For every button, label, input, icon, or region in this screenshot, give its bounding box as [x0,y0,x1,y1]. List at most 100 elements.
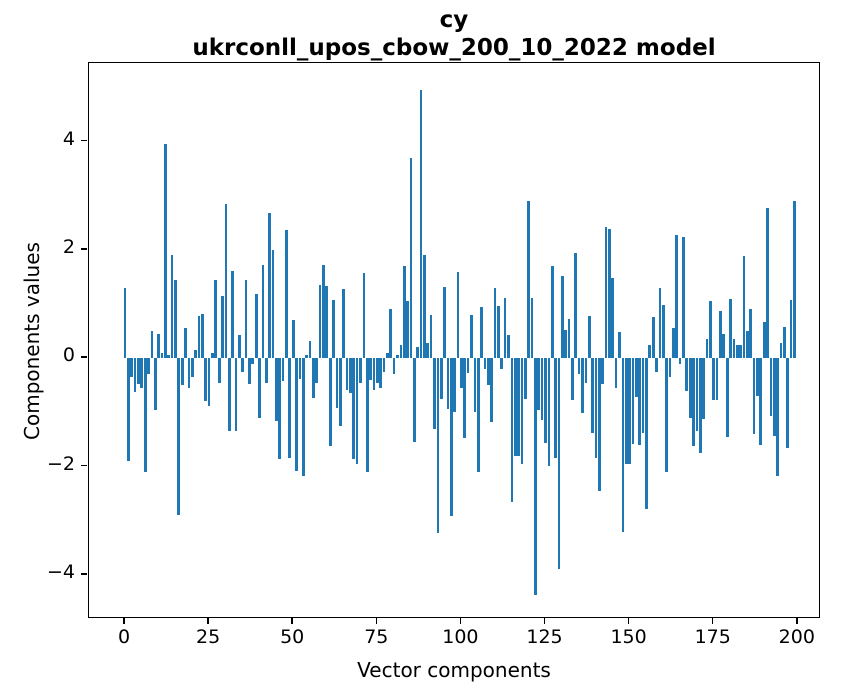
bar [648,344,652,359]
bar [399,344,403,359]
x-tick-label: 200 [778,626,815,648]
bar [278,358,282,460]
bar [392,358,396,375]
bar [719,310,722,359]
x-tick-mark [543,618,546,624]
bar [312,358,315,399]
bar [429,314,433,359]
bar [534,358,537,595]
x-tick-label: 100 [442,626,479,648]
bar [735,344,739,359]
bar [248,358,251,385]
bar [490,358,494,422]
bar [732,339,736,359]
bar [594,358,598,459]
bar [301,358,305,477]
bar [285,229,288,359]
bar [261,265,265,359]
x-tick-mark [291,618,293,624]
bar [402,266,406,359]
bar [197,316,201,359]
x-tick-label: 75 [364,626,389,648]
bar [174,279,177,359]
x-tick-mark [207,618,209,624]
bar [604,227,608,359]
bar [544,358,547,443]
bar [295,358,298,471]
y-tick-label: 2 [62,235,75,258]
bar [143,358,147,472]
x-tick-label: 0 [117,626,131,648]
bar [412,358,416,443]
bar [254,294,258,359]
bar [264,358,268,383]
bar [419,90,423,359]
y-tick-label: −2 [46,452,75,475]
bar [157,333,160,359]
bar [601,358,605,385]
bar [137,358,140,385]
bar [503,297,507,359]
bar [386,352,389,359]
bar [709,301,712,359]
bar [742,256,746,359]
bar [291,320,295,359]
bar [130,358,134,378]
bar [789,299,793,359]
bar [527,200,531,359]
bar [793,201,796,359]
bar [550,265,554,359]
bar [685,358,689,391]
bar [379,358,382,388]
bar [409,157,413,359]
bar [523,358,527,399]
bar [641,358,645,433]
bar [645,358,648,509]
bar [776,358,779,476]
bar [638,358,642,445]
bar [466,358,470,374]
bar [557,358,561,570]
bar [352,358,356,460]
bar [480,306,483,359]
y-tick-label: 0 [62,344,75,367]
bar [624,358,628,464]
bar [682,236,685,359]
bar [349,358,352,393]
bar [362,272,366,359]
bar [214,279,218,359]
bar [675,235,679,359]
bar [618,332,621,359]
bar [611,278,615,359]
bar [342,289,345,359]
bar [164,144,167,359]
bar [783,327,786,359]
bar [308,340,312,359]
bar [140,358,144,388]
bar [365,358,369,472]
y-tick-mark [81,248,87,250]
bar [160,352,164,359]
bar [268,213,271,359]
bar [190,358,194,378]
bar [587,315,591,359]
bar [369,358,372,380]
y-tick-mark [81,573,87,575]
bar [577,358,581,374]
x-tick-mark [459,618,462,624]
bar [416,347,419,359]
x-tick-label: 175 [694,626,731,648]
bar [433,358,436,429]
chart-title-line1: cy [439,7,469,33]
bar [554,358,557,459]
bar [497,305,500,359]
bar [597,358,601,491]
bar [328,358,332,446]
bar [170,255,174,359]
bar [375,358,379,384]
bar [772,358,776,437]
bar [298,358,302,379]
bar [389,308,393,359]
bar [560,275,564,359]
x-tick-label: 150 [610,626,647,648]
